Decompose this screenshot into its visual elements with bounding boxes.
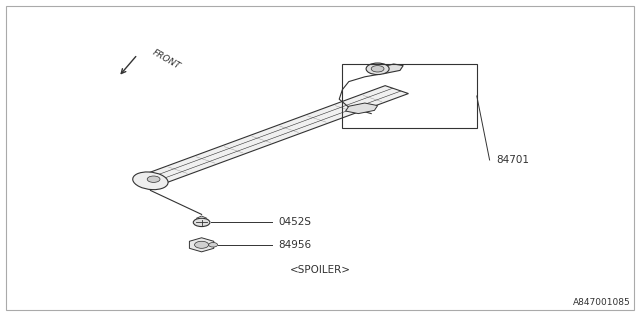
Circle shape: [147, 176, 160, 182]
Text: 84956: 84956: [278, 240, 312, 250]
Polygon shape: [189, 238, 214, 252]
Polygon shape: [346, 103, 378, 114]
Circle shape: [193, 218, 210, 227]
Text: <SPOILER>: <SPOILER>: [289, 265, 351, 276]
Circle shape: [209, 243, 218, 247]
Ellipse shape: [132, 172, 168, 190]
Circle shape: [366, 63, 389, 75]
Polygon shape: [142, 86, 408, 183]
Text: A847001085: A847001085: [573, 298, 630, 307]
Text: 0452S: 0452S: [278, 217, 312, 228]
Text: FRONT: FRONT: [150, 48, 182, 71]
Circle shape: [371, 66, 384, 72]
Text: 84701: 84701: [496, 155, 529, 165]
Polygon shape: [371, 64, 403, 74]
Circle shape: [195, 241, 209, 248]
Bar: [342, 64, 477, 128]
